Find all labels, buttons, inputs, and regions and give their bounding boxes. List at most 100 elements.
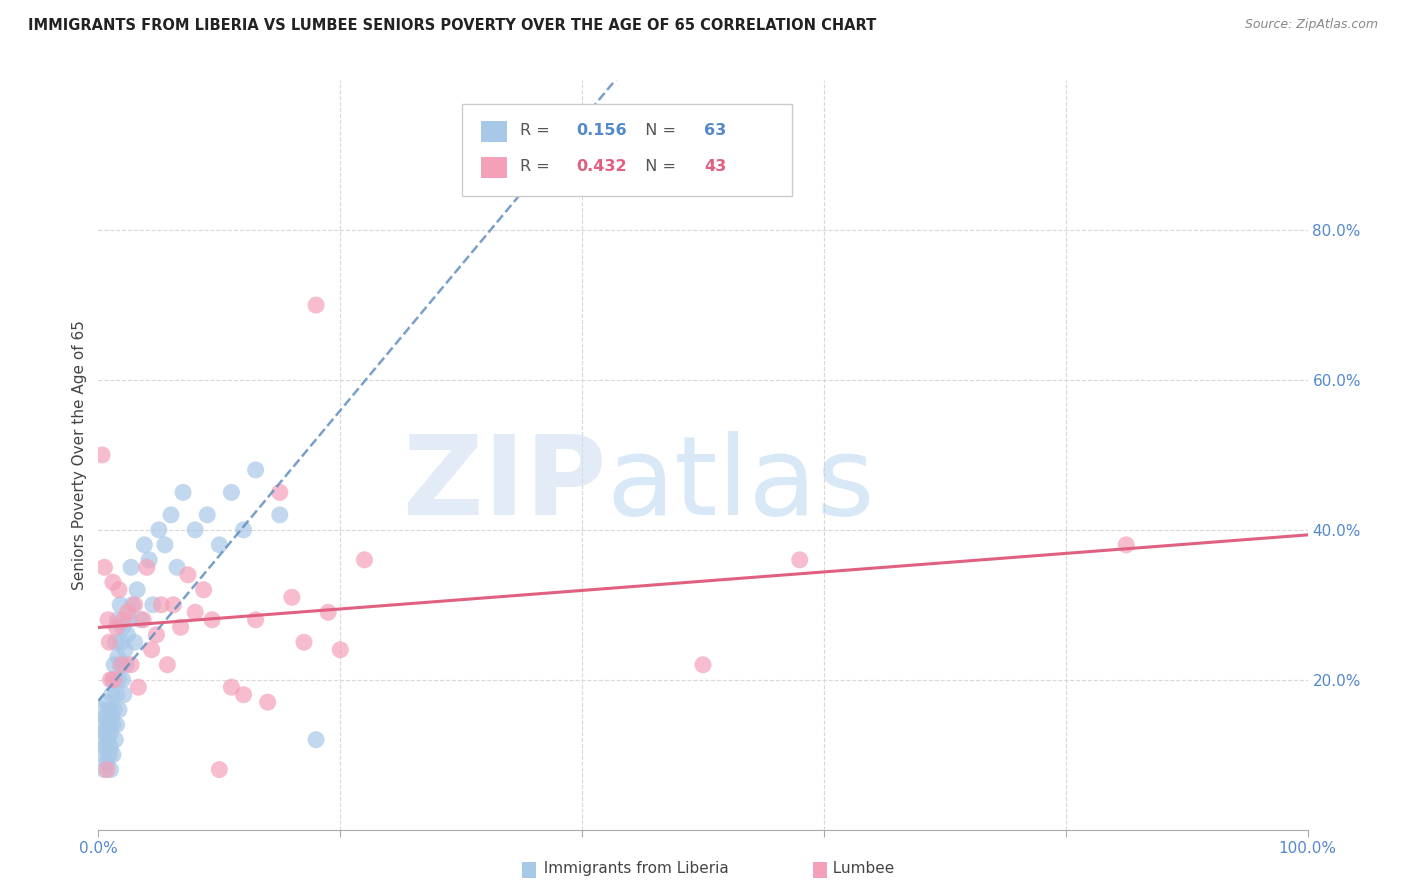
Point (316, 605, 339, 619)
Point (111, 620, 134, 634)
Point (101, 575, 124, 590)
Text: 43: 43 (704, 159, 727, 174)
Point (112, 688, 135, 702)
Point (156, 657, 179, 672)
Point (138, 553, 160, 567)
Point (305, 298, 328, 312)
Point (94, 740, 117, 755)
Point (105, 717, 128, 731)
Point (98, 747, 121, 762)
Point (177, 567, 200, 582)
Point (305, 732, 328, 747)
Point (108, 598, 131, 612)
Point (208, 538, 231, 552)
Point (141, 642, 163, 657)
Point (100, 725, 122, 739)
Point (256, 695, 278, 709)
Point (112, 613, 135, 627)
Point (201, 613, 224, 627)
Point (232, 688, 254, 702)
Point (120, 560, 142, 574)
Point (108, 582, 131, 597)
Point (134, 538, 156, 552)
Point (245, 613, 267, 627)
Point (101, 673, 124, 687)
Point (117, 628, 139, 642)
Point (98, 635, 121, 649)
Point (132, 613, 155, 627)
Text: 0.156: 0.156 (576, 123, 627, 138)
Point (195, 508, 218, 522)
Point (184, 605, 207, 619)
Point (96, 763, 118, 777)
Point (269, 508, 291, 522)
Text: Immigrants from Liberia: Immigrants from Liberia (534, 862, 730, 876)
Point (101, 747, 124, 762)
Point (169, 620, 191, 634)
Point (193, 582, 215, 597)
Point (120, 657, 142, 672)
Point (104, 635, 127, 649)
Point (150, 598, 173, 612)
Point (91, 747, 114, 762)
Point (90, 717, 112, 731)
Point (232, 523, 254, 537)
Point (162, 598, 184, 612)
Point (105, 688, 128, 702)
Point (245, 463, 267, 477)
Point (104, 732, 127, 747)
Point (145, 628, 167, 642)
Point (103, 657, 125, 672)
Point (108, 673, 131, 687)
Point (101, 717, 124, 731)
Point (124, 598, 146, 612)
Point (97, 613, 120, 627)
Point (107, 613, 129, 627)
Point (281, 591, 304, 605)
FancyBboxPatch shape (481, 120, 508, 142)
Point (96, 755, 118, 769)
FancyBboxPatch shape (481, 157, 508, 178)
Point (96, 695, 118, 709)
Point (692, 657, 714, 672)
Point (93, 763, 115, 777)
Point (105, 620, 128, 634)
Point (117, 605, 139, 619)
Point (93, 560, 115, 574)
Point (135, 560, 157, 574)
Point (98, 703, 121, 717)
Point (100, 673, 122, 687)
Point (353, 553, 375, 567)
Point (148, 523, 170, 537)
Point (108, 657, 131, 672)
Point (91, 732, 114, 747)
Point (108, 703, 131, 717)
Point (172, 485, 194, 500)
Point (269, 485, 291, 500)
Text: R =: R = (520, 159, 555, 174)
Point (103, 673, 125, 687)
Text: Lumbee: Lumbee (823, 862, 894, 876)
Point (1115, 538, 1137, 552)
Point (114, 642, 136, 657)
Text: R =: R = (520, 123, 555, 138)
Point (184, 523, 207, 537)
Text: ZIP: ZIP (404, 432, 606, 539)
Point (127, 680, 149, 694)
Point (97, 732, 120, 747)
Point (97, 717, 120, 731)
Text: 63: 63 (704, 123, 727, 138)
Point (91, 703, 114, 717)
Point (153, 538, 176, 552)
Point (292, 635, 315, 649)
Point (100, 688, 122, 702)
Point (142, 598, 165, 612)
Point (160, 508, 183, 522)
Point (91, 448, 114, 462)
Text: Source: ZipAtlas.com: Source: ZipAtlas.com (1244, 18, 1378, 31)
Point (124, 635, 146, 649)
Text: 0.432: 0.432 (576, 159, 627, 174)
Point (107, 650, 129, 665)
Point (121, 598, 143, 612)
Point (93, 725, 115, 739)
